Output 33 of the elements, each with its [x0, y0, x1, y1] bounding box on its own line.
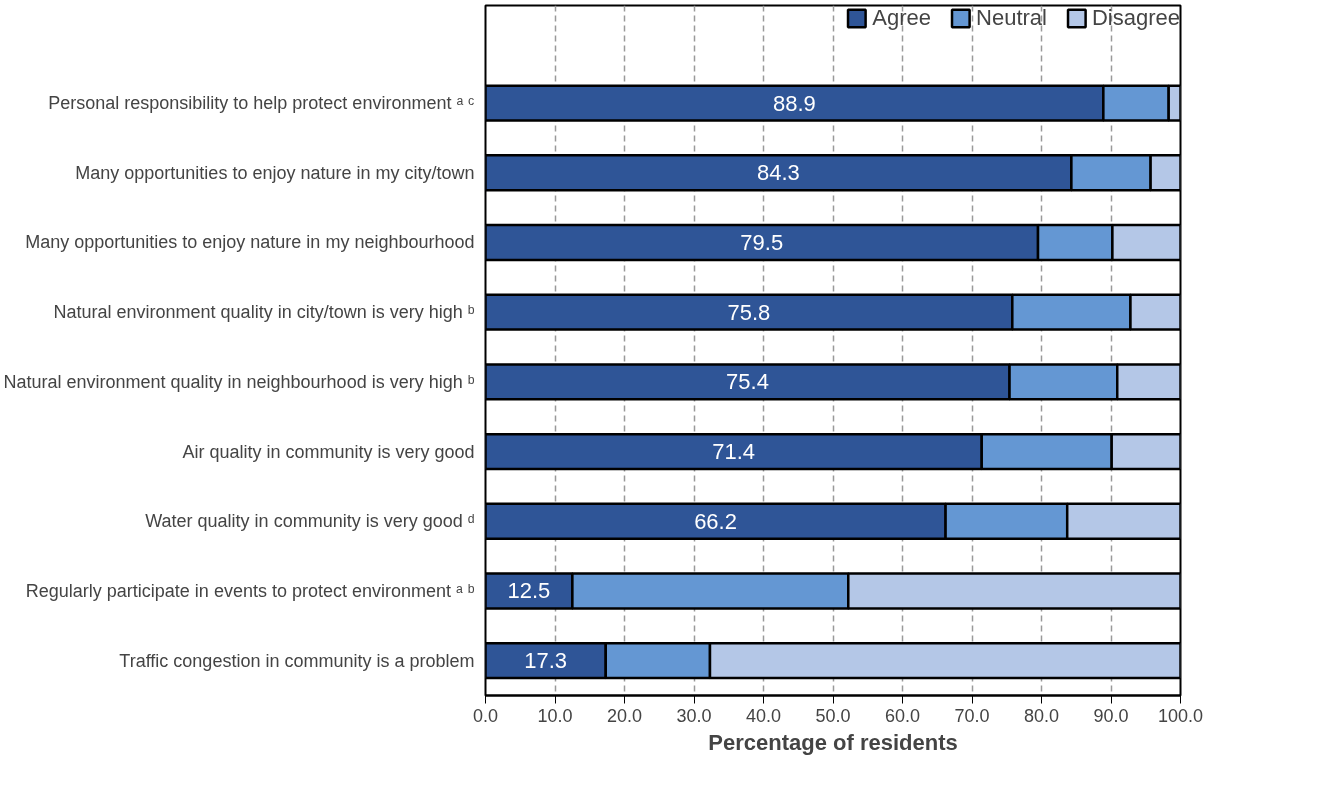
- data-label: 71.4: [712, 439, 756, 465]
- x-tick-label: 50.0: [815, 705, 851, 726]
- legend-label: Disagree: [1091, 5, 1180, 31]
- data-label: 12.5: [507, 578, 551, 604]
- x-tick-label: 0.0: [472, 705, 499, 726]
- data-label: 79.5: [740, 229, 784, 255]
- y-tick-label: Water quality in community is very good ᵈ: [145, 511, 475, 532]
- data-label: 88.9: [773, 90, 816, 116]
- y-tick-label: Many opportunities to enjoy nature in my neighbourhood: [25, 232, 475, 253]
- x-tick-label: 40.0: [745, 705, 782, 726]
- x-tick-label: 70.0: [954, 705, 990, 726]
- legend-label: Neutral: [976, 5, 1047, 31]
- y-tick-label: Personal responsibility to help protect environment ᵃ ᶜ: [48, 93, 475, 114]
- data-label: 75.4: [726, 369, 769, 395]
- y-tick-label: Natural environment quality in neighbourhood is very high ᵇ: [3, 371, 475, 392]
- x-tick-label: 10.0: [537, 705, 573, 726]
- x-tick-label: 100.0: [1157, 705, 1204, 726]
- y-tick-label: Traffic congestion in community is a problem: [119, 650, 475, 671]
- x-tick-label: 90.0: [1093, 705, 1129, 726]
- x-tick-label: 20.0: [606, 705, 643, 726]
- y-tick-label: Regularly participate in events to protect environment ᵃ ᵇ: [25, 580, 475, 601]
- y-tick-label: Air quality in community is very good: [182, 441, 475, 462]
- data-label: 17.3: [524, 648, 568, 674]
- x-tick-label: 80.0: [1023, 705, 1060, 726]
- data-label: 66.2: [694, 508, 737, 534]
- data-label: 75.8: [727, 299, 771, 325]
- x-axis-title: Percentage of residents: [708, 729, 958, 755]
- y-tick-label: Many opportunities to enjoy nature in my city/town: [75, 162, 475, 183]
- data-label: 84.3: [757, 160, 800, 186]
- legend-label: Agree: [872, 5, 932, 31]
- x-tick-label: 30.0: [676, 705, 712, 726]
- x-tick-label: 60.0: [884, 705, 921, 726]
- y-tick-label: Natural environment quality in city/town is very high ᵇ: [53, 302, 475, 323]
